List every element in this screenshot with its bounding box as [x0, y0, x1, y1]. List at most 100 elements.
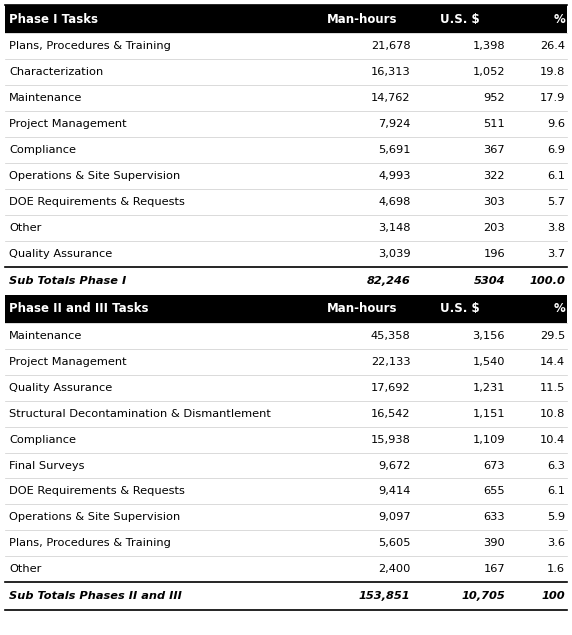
Text: 153,851: 153,851 — [359, 591, 411, 601]
Text: 390: 390 — [483, 538, 505, 548]
Text: 9.6: 9.6 — [547, 119, 565, 129]
Text: 1,109: 1,109 — [472, 434, 505, 444]
Text: 633: 633 — [483, 512, 505, 523]
Text: 17,692: 17,692 — [371, 383, 411, 393]
Text: 3,148: 3,148 — [378, 223, 411, 232]
Text: Structural Decontamination & Dismantlement: Structural Decontamination & Dismantleme… — [9, 409, 271, 418]
Bar — [5, 295, 567, 323]
Bar — [5, 85, 567, 111]
Text: 3,156: 3,156 — [472, 331, 505, 341]
Text: 15,938: 15,938 — [371, 434, 411, 444]
Text: 1,231: 1,231 — [472, 383, 505, 393]
Bar — [5, 427, 567, 453]
Text: Maintenance: Maintenance — [9, 331, 82, 341]
Text: Characterization: Characterization — [9, 67, 104, 77]
Text: 82,246: 82,246 — [367, 276, 411, 286]
Text: 22,133: 22,133 — [371, 357, 411, 367]
Text: 10.4: 10.4 — [540, 434, 565, 444]
Text: Plans, Procedures & Training: Plans, Procedures & Training — [9, 41, 171, 51]
Text: Project Management: Project Management — [9, 357, 127, 367]
Text: 952: 952 — [483, 93, 505, 103]
Bar — [5, 375, 567, 401]
Text: Operations & Site Supervision: Operations & Site Supervision — [9, 512, 180, 523]
Bar — [5, 349, 567, 375]
Text: 167: 167 — [483, 564, 505, 574]
Text: 16,313: 16,313 — [371, 67, 411, 77]
Text: 100: 100 — [542, 591, 565, 601]
Text: 1,398: 1,398 — [472, 41, 505, 51]
Bar — [5, 215, 567, 241]
Text: 6.3: 6.3 — [547, 460, 565, 471]
Bar — [5, 111, 567, 137]
Text: Plans, Procedures & Training: Plans, Procedures & Training — [9, 538, 171, 548]
Bar — [5, 556, 567, 582]
Bar — [5, 189, 567, 215]
Text: Sub Totals Phase I: Sub Totals Phase I — [9, 276, 126, 286]
Text: Project Management: Project Management — [9, 119, 127, 129]
Text: 14,762: 14,762 — [371, 93, 411, 103]
Text: 196: 196 — [483, 248, 505, 258]
Text: Man-hours: Man-hours — [327, 13, 397, 25]
Bar — [5, 582, 567, 610]
Text: 1,052: 1,052 — [472, 67, 505, 77]
Text: DOE Requirements & Requests: DOE Requirements & Requests — [9, 197, 185, 207]
Text: 6.1: 6.1 — [547, 486, 565, 497]
Text: 4,698: 4,698 — [378, 197, 411, 207]
Bar — [5, 323, 567, 349]
Text: %: % — [553, 302, 565, 316]
Text: 5.9: 5.9 — [547, 512, 565, 523]
Text: 3.8: 3.8 — [547, 223, 565, 232]
Text: 4,993: 4,993 — [378, 171, 411, 181]
Text: 7,924: 7,924 — [378, 119, 411, 129]
Text: 26.4: 26.4 — [540, 41, 565, 51]
Text: Phase II and III Tasks: Phase II and III Tasks — [9, 302, 149, 316]
Text: 655: 655 — [483, 486, 505, 497]
Text: 100.0: 100.0 — [529, 276, 565, 286]
Text: 203: 203 — [483, 223, 505, 232]
Bar — [5, 59, 567, 85]
Text: 21,678: 21,678 — [371, 41, 411, 51]
Text: 322: 322 — [483, 171, 505, 181]
Text: Sub Totals Phases II and III: Sub Totals Phases II and III — [9, 591, 182, 601]
Bar — [5, 504, 567, 530]
Bar — [5, 478, 567, 504]
Text: 14.4: 14.4 — [540, 357, 565, 367]
Text: U.S. $: U.S. $ — [440, 13, 480, 25]
Text: 303: 303 — [483, 197, 505, 207]
Text: 511: 511 — [483, 119, 505, 129]
Text: Phase I Tasks: Phase I Tasks — [9, 13, 98, 25]
Text: 45,358: 45,358 — [371, 331, 411, 341]
Bar — [5, 137, 567, 163]
Text: Compliance: Compliance — [9, 145, 76, 155]
Text: 673: 673 — [483, 460, 505, 471]
Text: Maintenance: Maintenance — [9, 93, 82, 103]
Bar — [5, 453, 567, 478]
Text: %: % — [553, 13, 565, 25]
Text: Other: Other — [9, 564, 42, 574]
Text: 9,414: 9,414 — [378, 486, 411, 497]
Bar — [5, 163, 567, 189]
Text: Other: Other — [9, 223, 42, 232]
Text: 29.5: 29.5 — [540, 331, 565, 341]
Text: Quality Assurance: Quality Assurance — [9, 248, 113, 258]
Text: 5,691: 5,691 — [378, 145, 411, 155]
Text: 6.9: 6.9 — [547, 145, 565, 155]
Text: 3,039: 3,039 — [378, 248, 411, 258]
Text: 5304: 5304 — [474, 276, 505, 286]
Text: 11.5: 11.5 — [540, 383, 565, 393]
Text: 5.7: 5.7 — [547, 197, 565, 207]
Text: 19.8: 19.8 — [540, 67, 565, 77]
Text: 3.7: 3.7 — [547, 248, 565, 258]
Text: Man-hours: Man-hours — [327, 302, 397, 316]
Text: 2,400: 2,400 — [378, 564, 411, 574]
Bar — [5, 267, 567, 295]
Text: 9,672: 9,672 — [378, 460, 411, 471]
Text: 5,605: 5,605 — [378, 538, 411, 548]
Text: U.S. $: U.S. $ — [440, 302, 480, 316]
Text: Final Surveys: Final Surveys — [9, 460, 85, 471]
Text: 16,542: 16,542 — [371, 409, 411, 418]
Bar — [5, 401, 567, 427]
Bar — [5, 241, 567, 267]
Text: 1,151: 1,151 — [472, 409, 505, 418]
Text: Quality Assurance: Quality Assurance — [9, 383, 113, 393]
